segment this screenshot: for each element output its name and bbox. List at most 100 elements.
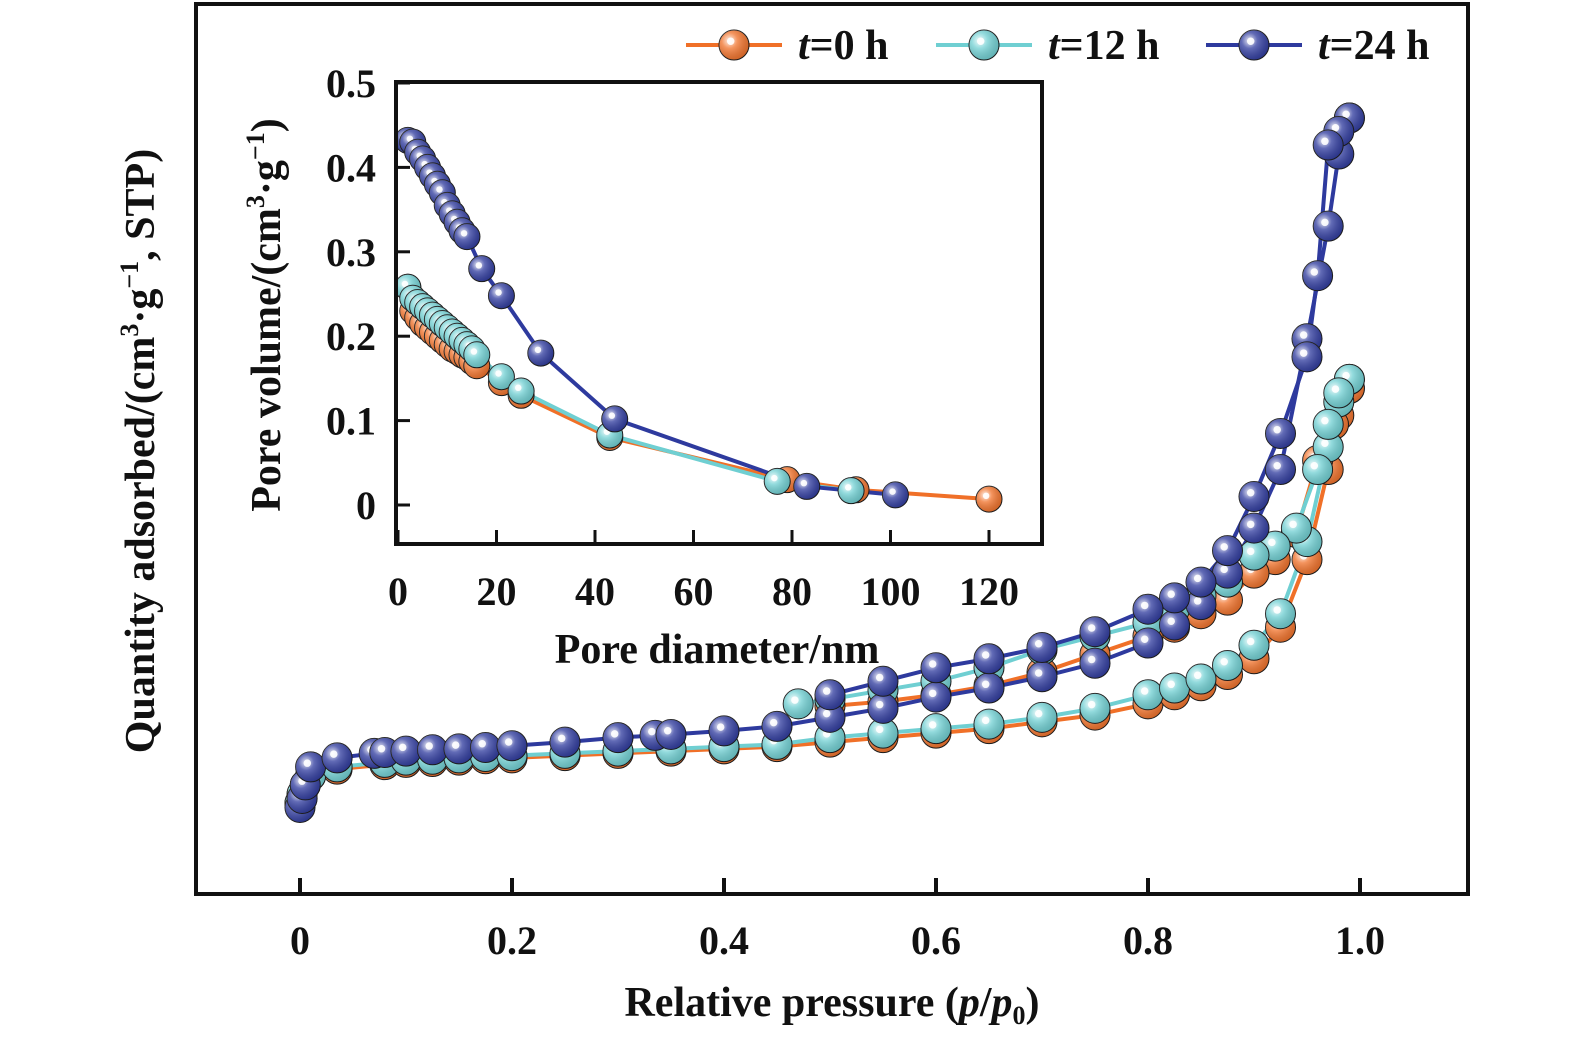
main-point-1-desorption-2 xyxy=(1312,408,1344,440)
main-point-2-desorption-16 xyxy=(814,679,846,711)
main-point-2-desorption-12 xyxy=(1026,631,1058,663)
main-point-2-adsorption-12 xyxy=(549,726,581,758)
main-point-2-adsorption-22 xyxy=(1026,661,1058,693)
main-point-2-adsorption-29 xyxy=(1265,453,1296,485)
main-point-2-adsorption-19 xyxy=(867,692,899,724)
main-point-2-desorption-2 xyxy=(1312,129,1344,161)
main-point-1-adsorption-27 xyxy=(1265,598,1296,630)
main-x-tick-label: 0.6 xyxy=(911,918,961,963)
main-point-1-adsorption-18 xyxy=(920,713,952,745)
inset-point-1-19 xyxy=(837,477,865,505)
main-point-2-adsorption-18 xyxy=(814,701,846,733)
inset-x-tick-label: 100 xyxy=(861,569,921,614)
inset-point-2-12 xyxy=(453,223,481,251)
inset-y-tick-label: 0.5 xyxy=(326,61,376,106)
main-plot-frame xyxy=(194,2,1470,896)
main-point-2-desorption-3 xyxy=(1302,260,1334,292)
main-point-1-adsorption-19 xyxy=(973,708,1005,740)
main-point-1-adsorption-17 xyxy=(867,717,899,749)
main-point-1-adsorption-21 xyxy=(1079,692,1111,724)
main-point-2-adsorption-13 xyxy=(602,722,634,754)
legend-marker xyxy=(718,29,750,61)
main-point-2-desorption-4 xyxy=(1291,341,1323,373)
inset-background xyxy=(396,82,1042,544)
legend-entry: t=0 h xyxy=(686,23,888,69)
main-point-2-adsorption-4 xyxy=(321,742,353,774)
main-x-tick-label: 0.2 xyxy=(487,918,537,963)
main-point-2-adsorption-24 xyxy=(1132,627,1164,659)
main-y-axis-label: Quantity adsorbed/(cm3·g−1, STP) xyxy=(115,149,164,753)
inset-series-layer xyxy=(394,126,1003,513)
inset-x-tick-label: 40 xyxy=(575,569,615,614)
main-point-2-adsorption-25 xyxy=(1159,609,1190,641)
main-point-1-adsorption-23 xyxy=(1159,672,1190,704)
main-x-tick-label: 0.8 xyxy=(1123,918,1173,963)
main-point-2-desorption-8 xyxy=(1185,566,1217,598)
inset-point-2-18 xyxy=(881,481,909,509)
legend-label: t=24 h xyxy=(1318,23,1429,69)
main-x-tick-label: 1.0 xyxy=(1335,918,1385,963)
inset-point-2-15 xyxy=(527,339,555,367)
inset-y-tick-label: 0.4 xyxy=(326,145,376,190)
inset-x-tick-label: 20 xyxy=(477,569,517,614)
inset-point-1-14 xyxy=(463,341,491,369)
main-point-1-adsorption-24 xyxy=(1185,663,1217,695)
main-point-2-adsorption-9 xyxy=(443,733,475,765)
main-point-2-adsorption-31 xyxy=(1312,210,1344,242)
legend-marker xyxy=(1238,29,1270,61)
inset-y-tick-label: 0.3 xyxy=(326,230,376,275)
main-point-2-adsorption-28 xyxy=(1238,512,1270,544)
main-point-1-desorption-17 xyxy=(782,688,814,720)
main-point-1-adsorption-26 xyxy=(1238,629,1270,661)
inset-plot-frame xyxy=(394,80,1044,546)
main-point-2-desorption-6 xyxy=(1238,481,1270,513)
inset-y-tick-label: 0 xyxy=(356,483,376,528)
main-point-1-adsorption-20 xyxy=(1026,701,1058,733)
main-point-2-desorption-10 xyxy=(1132,593,1164,625)
main-point-2-adsorption-16 xyxy=(708,715,740,747)
main-point-2-adsorption-20 xyxy=(920,681,952,713)
main-point-2-desorption-11 xyxy=(1079,616,1111,648)
inset-point-0-20 xyxy=(975,485,1003,513)
inset-point-2-17 xyxy=(793,472,821,500)
main-point-1-desorption-4 xyxy=(1280,512,1312,544)
main-point-2-desorption-15 xyxy=(867,665,899,697)
main-x-tick-label: 0.4 xyxy=(699,918,749,963)
inset-x-tick-label: 0 xyxy=(388,569,408,614)
inset-y-tick-label: 0.2 xyxy=(326,314,376,359)
main-point-2-adsorption-17 xyxy=(761,710,793,742)
inset-x-tick-label: 80 xyxy=(772,569,812,614)
inset-y-axis-label: Pore volume/(cm3·g−1) xyxy=(241,118,290,511)
legend: t=0 h t=12 h t=24 h xyxy=(686,23,1429,69)
main-point-2-adsorption-21 xyxy=(973,672,1005,704)
main-point-2-adsorption-7 xyxy=(390,735,422,767)
main-point-2-desorption-5 xyxy=(1265,417,1296,449)
legend-entry: t=24 h xyxy=(1206,23,1429,69)
main-point-2-adsorption-15 xyxy=(655,718,687,750)
main-point-2-desorption-13 xyxy=(973,643,1005,675)
inset-point-2-14 xyxy=(487,282,515,310)
inset-x-tick-label: 120 xyxy=(959,569,1019,614)
legend-label: t=0 h xyxy=(798,23,888,69)
main-x-axis-label: Relative pressure (p/p0) xyxy=(624,980,1039,1030)
main-point-2-adsorption-11 xyxy=(496,730,528,762)
main-point-2-desorption-9 xyxy=(1159,582,1190,614)
main-point-2-desorption-14 xyxy=(920,652,952,684)
inset-point-1-16 xyxy=(507,377,535,405)
inset-y-tick-label: 0.1 xyxy=(326,399,376,444)
inset-x-axis-label: Pore diameter/nm xyxy=(555,627,880,673)
legend-marker xyxy=(968,29,1000,61)
main-point-1-desorption-1 xyxy=(1323,377,1355,409)
legend-entry: t=12 h xyxy=(936,23,1159,69)
inset-x-tick-label: 60 xyxy=(674,569,714,614)
main-x-tick-label: 0 xyxy=(290,918,310,963)
main-point-2-desorption-7 xyxy=(1212,535,1243,567)
main-point-2-adsorption-8 xyxy=(417,734,448,766)
inset-x-axis: 0 20 40 60 80 100 120 xyxy=(388,530,1019,614)
inset-point-1-18 xyxy=(763,467,791,495)
inset-point-1-15 xyxy=(487,363,515,391)
legend-label: t=12 h xyxy=(1048,23,1159,69)
inset-y-axis: 0 0.1 0.2 0.3 0.4 0.5 xyxy=(326,61,410,528)
main-x-axis: 0 0.2 0.4 0.6 0.8 1.0 xyxy=(290,878,1385,963)
